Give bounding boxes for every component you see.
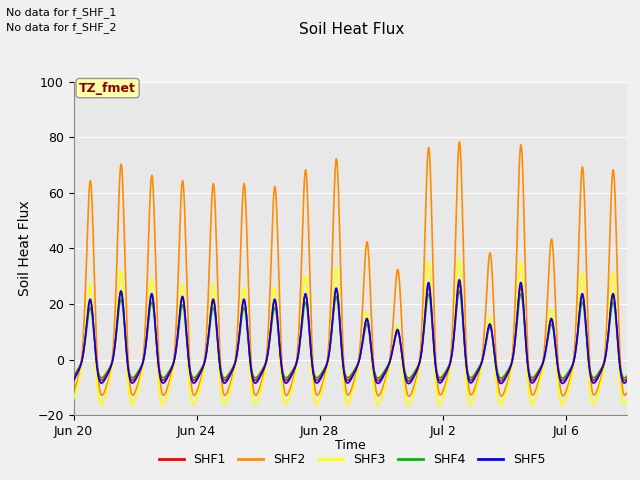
Text: TZ_fmet: TZ_fmet: [79, 82, 136, 95]
Y-axis label: Soil Heat Flux: Soil Heat Flux: [18, 201, 32, 296]
X-axis label: Time: Time: [335, 439, 366, 452]
Text: No data for f_SHF_1: No data for f_SHF_1: [6, 7, 116, 18]
Legend: SHF1, SHF2, SHF3, SHF4, SHF5: SHF1, SHF2, SHF3, SHF4, SHF5: [154, 448, 550, 471]
Text: No data for f_SHF_2: No data for f_SHF_2: [6, 22, 117, 33]
Text: Soil Heat Flux: Soil Heat Flux: [300, 22, 404, 36]
